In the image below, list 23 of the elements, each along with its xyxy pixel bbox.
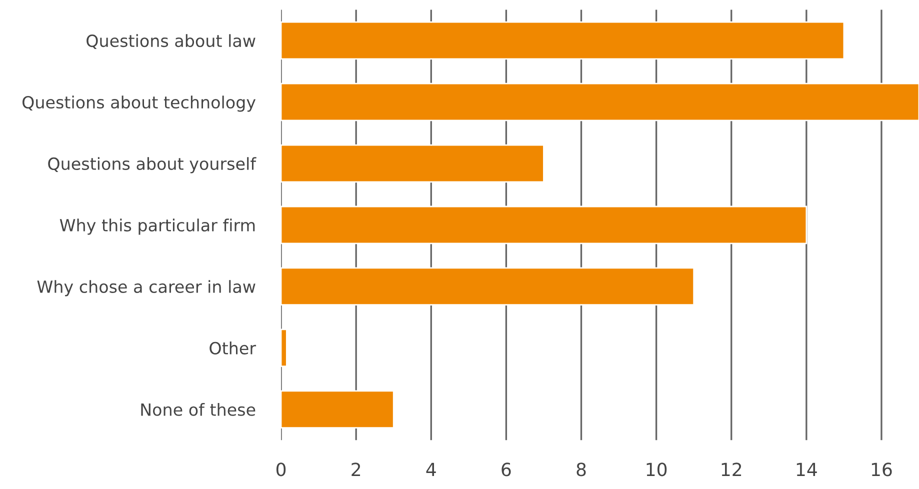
y-tick-label: Questions about yourself: [48, 157, 256, 174]
y-tick-label: Questions about technology: [22, 96, 256, 112]
y-tick-label: Why this particular firm: [60, 218, 255, 235]
y-tick-label: Questions about law: [86, 34, 256, 49]
bar: [281, 82, 919, 122]
x-tick-label: 6: [502, 462, 511, 476]
x-tick-label: 10: [646, 462, 667, 476]
bar: [281, 21, 845, 60]
x-tick-label: 12: [722, 462, 742, 476]
y-tick-label: Why chose a career in law: [37, 280, 256, 296]
x-tick-label: 8: [576, 462, 586, 476]
x-tick-label: 2: [352, 462, 360, 476]
y-tick-label: Other: [210, 342, 256, 354]
bar: [281, 328, 288, 368]
y-tick-label: None of these: [141, 403, 256, 416]
bar: [281, 206, 808, 244]
x-tick-label: 4: [426, 462, 436, 476]
bar: [281, 390, 394, 428]
x-tick-label: 0: [276, 462, 286, 476]
bar: [281, 144, 544, 183]
x-tick-label: 14: [796, 462, 817, 476]
bar: [281, 267, 695, 306]
x-tick-label: 16: [872, 462, 892, 476]
